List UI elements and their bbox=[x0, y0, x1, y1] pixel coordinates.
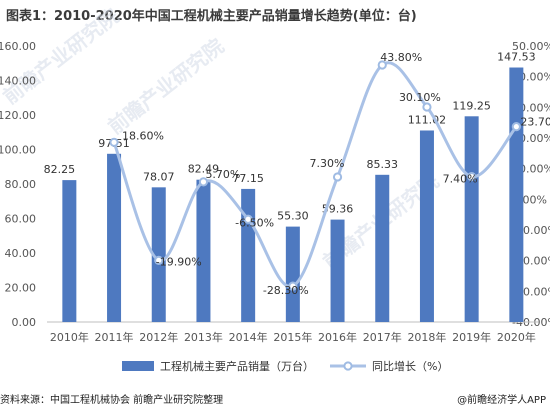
growth-value-label: -19.90% bbox=[156, 255, 202, 268]
y-left-tick-label: 60.00 bbox=[5, 213, 37, 226]
growth-point bbox=[422, 102, 432, 112]
bar-value-label: 111.02 bbox=[408, 113, 447, 126]
legend-swatch-bar bbox=[122, 361, 154, 371]
bar-value-label: 82.25 bbox=[44, 163, 76, 176]
legend-label-sales: 工程机械主要产品销量（万台） bbox=[160, 359, 314, 373]
y-left-tick-label: 100.00 bbox=[0, 144, 36, 157]
growth-point bbox=[154, 255, 164, 265]
growth-value-label: 7.30% bbox=[310, 157, 345, 170]
x-tick-label: 2016年 bbox=[318, 330, 357, 344]
bar-value-label: 85.33 bbox=[367, 158, 399, 171]
growth-point bbox=[511, 122, 521, 132]
sales-bar bbox=[509, 67, 524, 323]
sales-bar bbox=[62, 180, 77, 322]
x-tick-label: 2012年 bbox=[139, 330, 178, 344]
sales-bar bbox=[375, 174, 390, 322]
bar-value-label: 77.15 bbox=[232, 172, 264, 185]
growth-value-label: 23.70% bbox=[520, 116, 550, 129]
y-right-tick-label: 50.00% bbox=[512, 40, 550, 53]
legend-label-growth: 同比增长（%） bbox=[372, 359, 448, 373]
x-tick-label: 2013年 bbox=[184, 330, 223, 344]
brand-credit: @前瞻经济学人APP bbox=[457, 395, 546, 406]
sales-bar bbox=[151, 187, 166, 322]
growth-point bbox=[332, 172, 343, 182]
source-note: 资料来源：中国工程机械协会 前瞻产业研究院整理 bbox=[0, 395, 224, 406]
growth-point bbox=[288, 281, 298, 291]
growth-value-label: 7.40% bbox=[443, 173, 478, 186]
growth-value-label: 30.10% bbox=[399, 91, 441, 104]
watermark-text: 前瞻产业研究院 bbox=[0, 4, 123, 109]
growth-value-label: -6.50% bbox=[235, 216, 274, 229]
sales-bar bbox=[285, 226, 300, 322]
growth-point bbox=[467, 172, 477, 182]
x-tick-label: 2010年 bbox=[50, 330, 89, 344]
bar-value-label: 82.49 bbox=[188, 163, 220, 176]
chart-title: 图表1：2010-2020年中国工程机械主要产品销量增长趋势(单位：台) bbox=[6, 9, 417, 24]
growth-point bbox=[243, 214, 253, 224]
y-left-tick-label: 40.00 bbox=[5, 247, 37, 260]
y-left-tick-label: 80.00 bbox=[5, 178, 37, 191]
growth-value-label: 43.80% bbox=[380, 51, 422, 64]
growth-value-label: -28.30% bbox=[263, 284, 309, 297]
growth-value-label: 5.70% bbox=[205, 168, 240, 181]
growth-point bbox=[377, 60, 387, 70]
bar-value-label: 55.30 bbox=[277, 210, 309, 223]
y-left-tick-label: 120.00 bbox=[0, 109, 36, 122]
legend-swatch-marker bbox=[343, 361, 353, 371]
sales-bar bbox=[107, 153, 122, 322]
sales-bar bbox=[196, 179, 211, 322]
bar-value-label: 147.53 bbox=[497, 51, 536, 64]
bar-value-label: 59.36 bbox=[322, 203, 354, 216]
x-tick-label: 2017年 bbox=[363, 330, 402, 344]
growth-point bbox=[109, 137, 119, 147]
y-left-tick-label: 160.00 bbox=[0, 40, 36, 53]
watermark-text: 前瞻产业研究院 bbox=[103, 34, 228, 139]
bar-value-label: 78.07 bbox=[143, 170, 175, 183]
x-tick-label: 2019年 bbox=[452, 330, 491, 344]
sales-bar bbox=[330, 219, 345, 322]
sales-bar bbox=[241, 188, 256, 322]
sales-bar bbox=[464, 116, 479, 322]
x-tick-label: 2015年 bbox=[273, 330, 312, 344]
x-tick-label: 2020年 bbox=[497, 330, 536, 344]
growth-line bbox=[112, 61, 518, 288]
bar-value-label: 119.25 bbox=[452, 99, 491, 112]
x-tick-label: 2018年 bbox=[407, 330, 446, 344]
x-tick-label: 2014年 bbox=[229, 330, 268, 344]
y-left-tick-label: 140.00 bbox=[0, 75, 36, 88]
x-tick-label: 2011年 bbox=[95, 330, 134, 344]
y-left-tick-label: 0.00 bbox=[12, 316, 37, 329]
sales-bar bbox=[419, 130, 434, 322]
y-left-tick-label: 20.00 bbox=[5, 282, 37, 295]
growth-value-label: 18.60% bbox=[122, 129, 164, 142]
growth-point bbox=[198, 177, 209, 187]
